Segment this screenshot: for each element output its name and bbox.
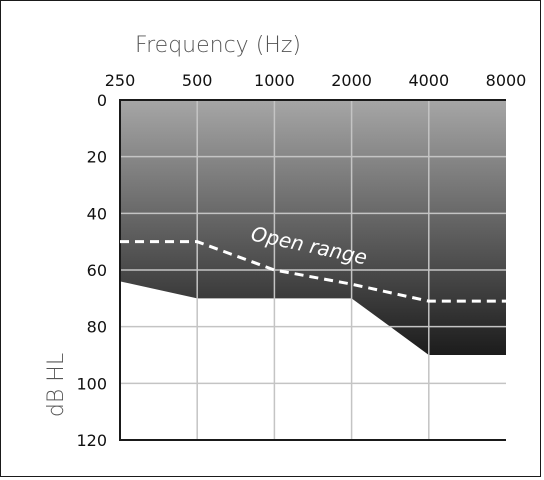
y-tick-label: 60 bbox=[87, 261, 107, 280]
y-axis-title: dB HL bbox=[44, 353, 69, 417]
x-tick-label: 4000 bbox=[408, 71, 449, 90]
x-tick-label: 500 bbox=[182, 71, 213, 90]
x-tick-labels: 250 500 1000 2000 4000 8000 bbox=[105, 71, 527, 90]
x-tick-label: 250 bbox=[105, 71, 136, 90]
y-tick-label: 40 bbox=[87, 204, 107, 223]
y-tick-label: 20 bbox=[87, 148, 107, 167]
x-tick-label: 2000 bbox=[331, 71, 372, 90]
y-tick-label: 80 bbox=[87, 318, 107, 337]
y-tick-label: 120 bbox=[76, 431, 107, 450]
x-tick-label: 1000 bbox=[254, 71, 295, 90]
y-tick-label: 100 bbox=[76, 374, 107, 393]
x-tick-label: 8000 bbox=[486, 71, 527, 90]
filled-area bbox=[120, 100, 506, 355]
y-tick-labels: 0 20 40 60 80 100 120 bbox=[76, 91, 107, 450]
x-axis-title: Frequency (Hz) bbox=[135, 33, 301, 58]
y-tick-label: 0 bbox=[97, 91, 107, 110]
